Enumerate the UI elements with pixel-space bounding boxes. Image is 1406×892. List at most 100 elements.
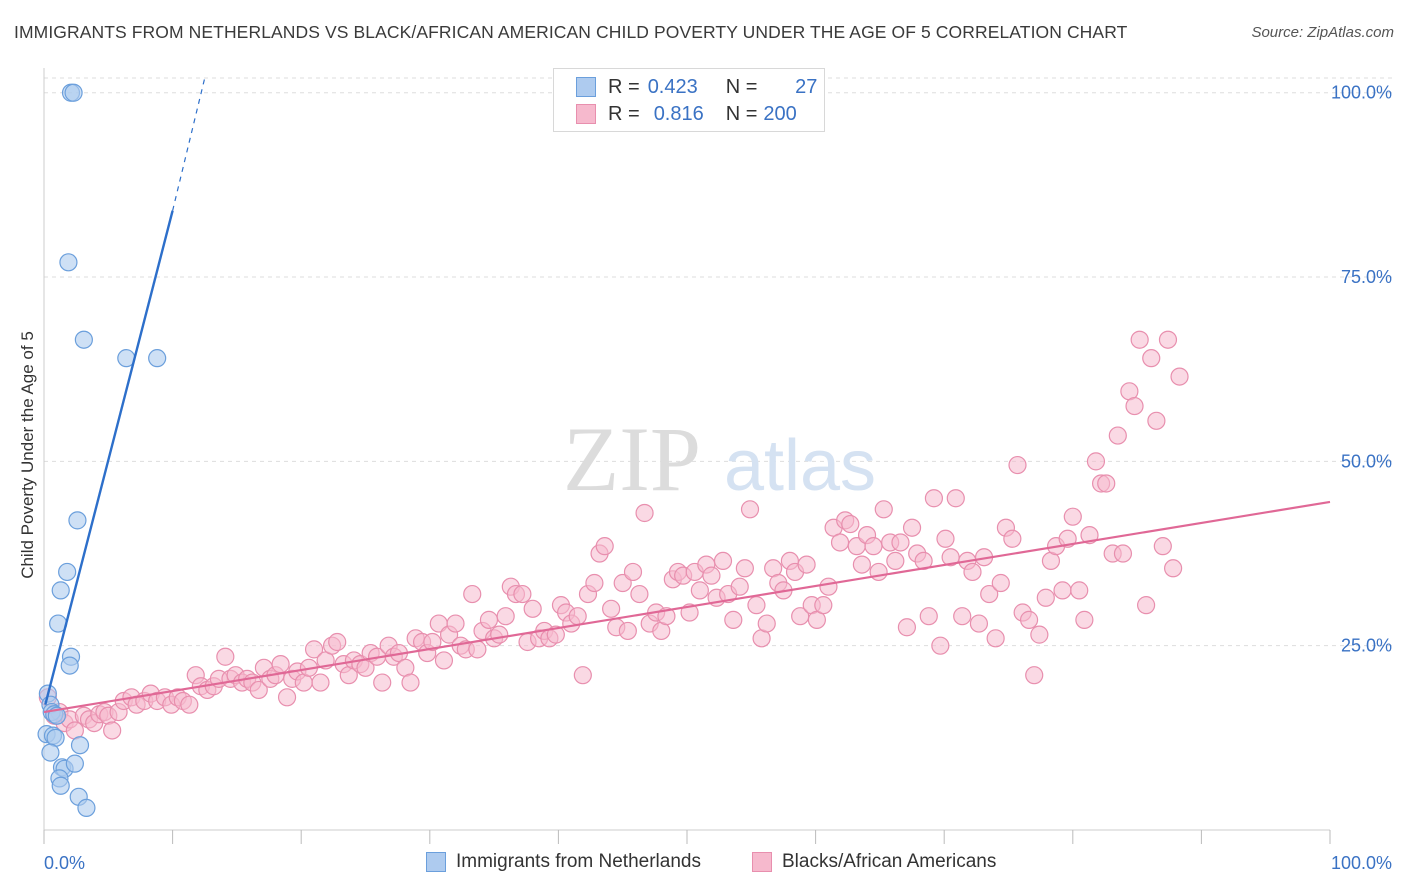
pink-point xyxy=(180,695,199,714)
legend-item-black: Blacks/African Americans xyxy=(752,851,996,873)
pink-point xyxy=(924,489,944,508)
pink-point xyxy=(446,614,465,633)
pink-point xyxy=(1113,544,1133,563)
pink-point xyxy=(1097,474,1116,493)
pink-point xyxy=(1003,529,1022,548)
pink-point xyxy=(969,614,989,633)
legend-swatch-blue xyxy=(426,852,446,872)
pink-point xyxy=(602,599,621,618)
pink-point xyxy=(103,721,122,740)
pink-trend-line xyxy=(43,500,1331,714)
pink-point xyxy=(953,607,972,626)
pink-point xyxy=(277,688,297,707)
watermark-atlas: atlas xyxy=(724,426,876,506)
pink-point xyxy=(635,503,654,523)
legend-r-label: R = xyxy=(608,102,640,125)
blue-point xyxy=(59,253,78,272)
pink-point xyxy=(618,621,637,641)
pink-point xyxy=(891,533,910,552)
y-tick-label: 25.0% xyxy=(1341,636,1392,656)
pink-point xyxy=(1130,330,1149,349)
legend-row-pink: R = 0.816 N = 200 xyxy=(576,101,809,127)
pink-point xyxy=(595,537,614,556)
pink-point xyxy=(568,607,587,626)
pink-point xyxy=(841,514,860,534)
pink-point xyxy=(1075,610,1094,629)
blue-point xyxy=(74,330,93,349)
legend-n-value: 27 xyxy=(795,75,818,98)
pink-point xyxy=(468,640,487,659)
pink-point xyxy=(573,666,592,685)
pink-point xyxy=(852,555,871,574)
pink-point xyxy=(311,673,330,692)
series-legend: Immigrants from Netherlands Blacks/Afric… xyxy=(0,851,1406,879)
pink-point xyxy=(463,584,482,604)
pink-point xyxy=(1125,396,1144,416)
legend-swatch-pink xyxy=(752,852,772,872)
pink-point xyxy=(864,537,883,556)
blue-point xyxy=(64,83,83,102)
pink-point xyxy=(1137,596,1156,615)
pink-point xyxy=(1164,559,1183,578)
pink-point xyxy=(874,500,893,519)
pink-point xyxy=(423,632,442,652)
pink-point xyxy=(936,529,955,548)
watermark-zip: ZIP xyxy=(563,408,701,510)
pink-point xyxy=(216,647,235,666)
legend-label-black: Blacks/African Americans xyxy=(782,851,997,872)
blue-trend-extension xyxy=(172,77,206,211)
pink-point xyxy=(585,573,604,593)
pink-point xyxy=(271,655,290,674)
pink-point xyxy=(830,533,850,552)
y-tick-label: 100.0% xyxy=(1331,83,1392,103)
pink-point xyxy=(797,555,816,574)
blue-point xyxy=(58,562,77,582)
pink-point xyxy=(819,577,838,596)
legend-label-netherlands: Immigrants from Netherlands xyxy=(456,851,701,872)
blue-point xyxy=(77,798,96,817)
pink-point xyxy=(479,610,499,629)
pink-point xyxy=(630,584,649,604)
pink-point xyxy=(740,500,760,519)
pink-point xyxy=(373,673,392,692)
blue-point xyxy=(68,511,87,530)
pink-point xyxy=(623,562,643,582)
blue-point xyxy=(65,754,84,773)
legend-r-value: 0.816 xyxy=(653,102,704,125)
blue-point xyxy=(60,656,79,675)
pink-point xyxy=(702,566,721,585)
pink-series-points xyxy=(38,330,1189,740)
legend-swatch-pink xyxy=(576,104,596,124)
blue-point xyxy=(70,736,90,755)
pink-point xyxy=(1030,625,1049,644)
pink-point xyxy=(1025,666,1044,685)
pink-point xyxy=(546,625,565,644)
pink-point xyxy=(1053,581,1072,600)
blue-point xyxy=(41,743,60,762)
pink-point xyxy=(496,607,515,626)
pink-point xyxy=(1147,411,1166,430)
pink-point xyxy=(1108,426,1127,445)
pink-point xyxy=(986,629,1005,648)
blue-point xyxy=(51,581,70,600)
pink-point xyxy=(991,573,1010,593)
pink-point xyxy=(249,680,268,700)
blue-point xyxy=(51,776,70,795)
legend-n-value: 200 xyxy=(763,102,797,125)
blue-point xyxy=(148,349,167,368)
blue-trend-line xyxy=(44,210,174,705)
y-tick-label: 75.0% xyxy=(1341,267,1392,287)
pink-point xyxy=(304,640,324,659)
x-tick-label-min: 0.0% xyxy=(44,853,85,873)
pink-point xyxy=(523,599,542,618)
pink-point xyxy=(401,673,420,692)
pink-point xyxy=(730,577,749,596)
chart-title: IMMIGRANTS FROM NETHERLANDS VS BLACK/AFR… xyxy=(14,22,1128,42)
pink-point xyxy=(1086,452,1106,471)
pink-point xyxy=(690,581,709,600)
chart-source: Source: ZipAtlas.com xyxy=(1251,24,1394,41)
legend-r-label: R = xyxy=(608,75,640,98)
pink-point xyxy=(1063,507,1082,526)
pink-point xyxy=(747,596,766,615)
